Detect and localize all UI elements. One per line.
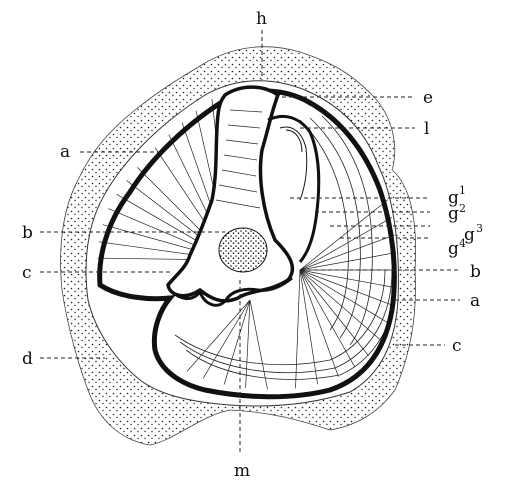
label-c-right: c xyxy=(452,336,462,356)
central-core xyxy=(218,227,268,273)
label-g4-sup: 4 xyxy=(459,237,466,250)
column-hatching xyxy=(215,109,263,209)
inner-fold-3 xyxy=(285,129,303,153)
label-g3: g xyxy=(464,225,475,245)
label-a-right: a xyxy=(470,291,480,311)
label-a-left: a xyxy=(60,142,70,162)
inner-fold-2 xyxy=(279,126,308,201)
label-g3-sup: 3 xyxy=(476,222,483,235)
label-g1-sup: 1 xyxy=(459,184,466,197)
label-e: e xyxy=(423,88,433,108)
label-g1: g xyxy=(448,188,459,208)
label-d-left: d xyxy=(22,349,33,369)
leader-lines xyxy=(40,30,460,455)
inner-fold xyxy=(267,115,321,263)
label-h: h xyxy=(256,9,267,29)
label-b-right: b xyxy=(470,262,481,282)
label-m: m xyxy=(234,461,250,481)
label-l: l xyxy=(424,119,429,139)
label-c-left: c xyxy=(22,263,32,283)
label-g2: g xyxy=(448,204,459,224)
label-g4: g xyxy=(448,239,459,259)
label-g2-sup: 2 xyxy=(459,202,466,215)
septum-lower xyxy=(168,276,293,307)
figure-labels: h e l a b c d m g 1 g 2 g 3 g 4 b a c xyxy=(22,9,483,481)
label-b-left: b xyxy=(22,223,33,243)
